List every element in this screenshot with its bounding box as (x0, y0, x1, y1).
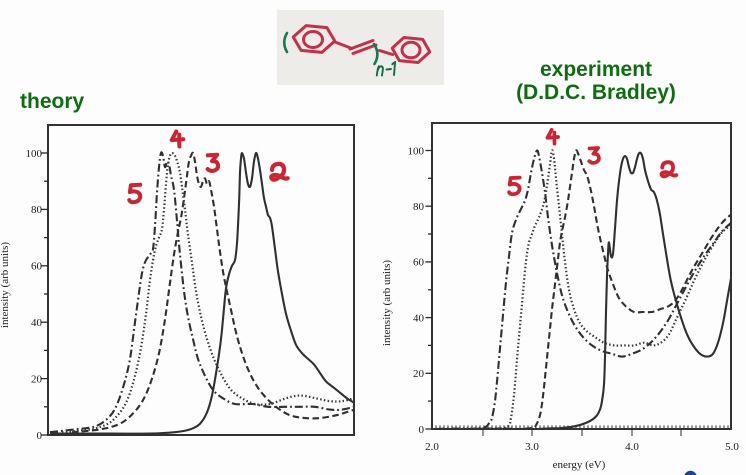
svg-text:2.0: 2.0 (425, 441, 439, 453)
svg-text:energy (eV): energy (eV) (553, 459, 606, 471)
svg-text:intensity (arb units): intensity (arb units) (381, 260, 393, 346)
svg-text:20: 20 (413, 368, 425, 380)
svg-text:5.0: 5.0 (725, 441, 739, 453)
svg-text:100: 100 (26, 148, 43, 160)
svg-text:0: 0 (37, 430, 43, 442)
svg-text:40: 40 (413, 312, 425, 324)
svg-text:intensity (arb units): intensity (arb units) (0, 242, 11, 328)
svg-text:20: 20 (31, 373, 43, 385)
svg-text:40: 40 (31, 317, 43, 329)
svg-text:80: 80 (31, 204, 43, 216)
svg-text:80: 80 (413, 201, 425, 213)
svg-text:3.0: 3.0 (525, 441, 539, 453)
svg-text:100: 100 (408, 145, 425, 157)
svg-text:0: 0 (419, 424, 425, 436)
svg-text:4.0: 4.0 (625, 441, 639, 453)
svg-text:60: 60 (413, 257, 425, 269)
svg-text:60: 60 (31, 261, 43, 273)
